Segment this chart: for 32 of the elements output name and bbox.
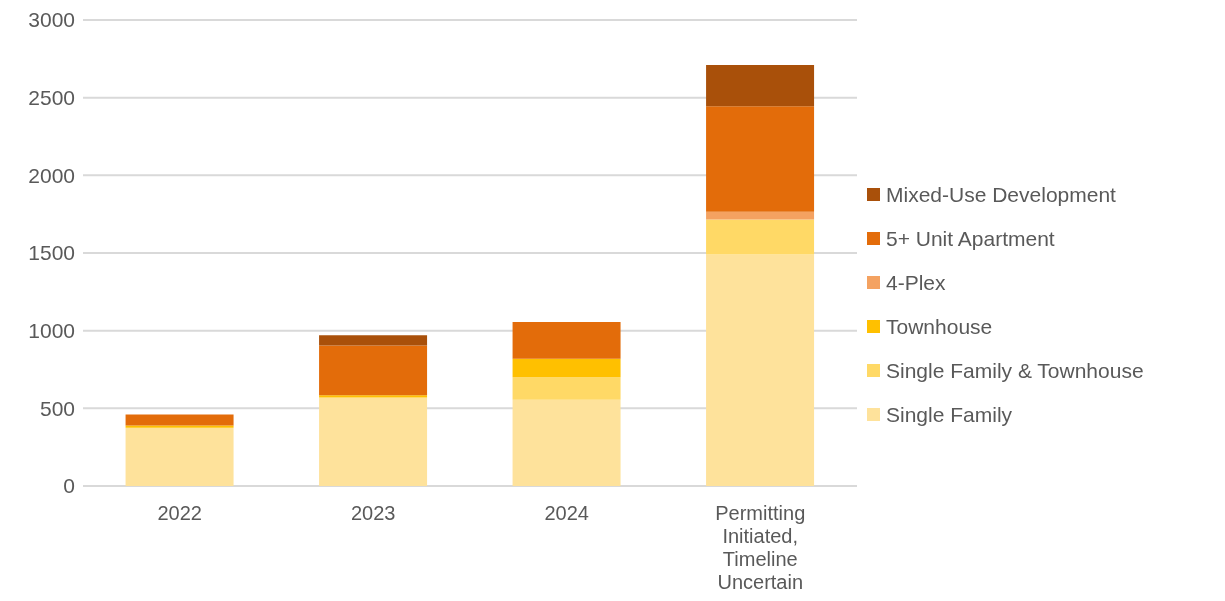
bar [706,254,815,486]
y-tick-label: 1000 [28,319,75,343]
bar [125,414,234,426]
x-tick-label: 2022 [157,502,202,524]
bar [125,425,234,428]
y-tick-label: 2000 [28,163,75,187]
bar [319,397,428,486]
legend-label: 5+ Unit Apartment [886,226,1055,251]
bar [512,322,621,359]
legend-label: Mixed-Use Development [886,182,1116,207]
y-tick-label: 0 [63,474,75,498]
bar [706,65,815,107]
bar [706,106,815,212]
x-tick-label: Permitting Initiated, Timeline Uncertain [715,502,806,593]
legend-label: 4-Plex [886,270,946,295]
bar [512,358,621,378]
bar [512,377,621,400]
bar [319,335,428,346]
bar [512,399,621,486]
bar [706,211,815,220]
y-tick-label: 1500 [28,241,75,265]
x-tick-label: 2024 [544,502,589,524]
bar [125,427,234,486]
legend-label: Townhouse [886,314,993,339]
legend-label: Single Family [886,402,1013,427]
bar [319,345,428,396]
x-tick-label: 2023 [351,502,396,524]
y-tick-label: 2500 [28,86,75,110]
bar [706,219,815,255]
y-tick-label: 500 [39,396,75,420]
y-tick-label: 3000 [28,8,75,32]
legend-label: Single Family & Townhouse [886,358,1144,383]
